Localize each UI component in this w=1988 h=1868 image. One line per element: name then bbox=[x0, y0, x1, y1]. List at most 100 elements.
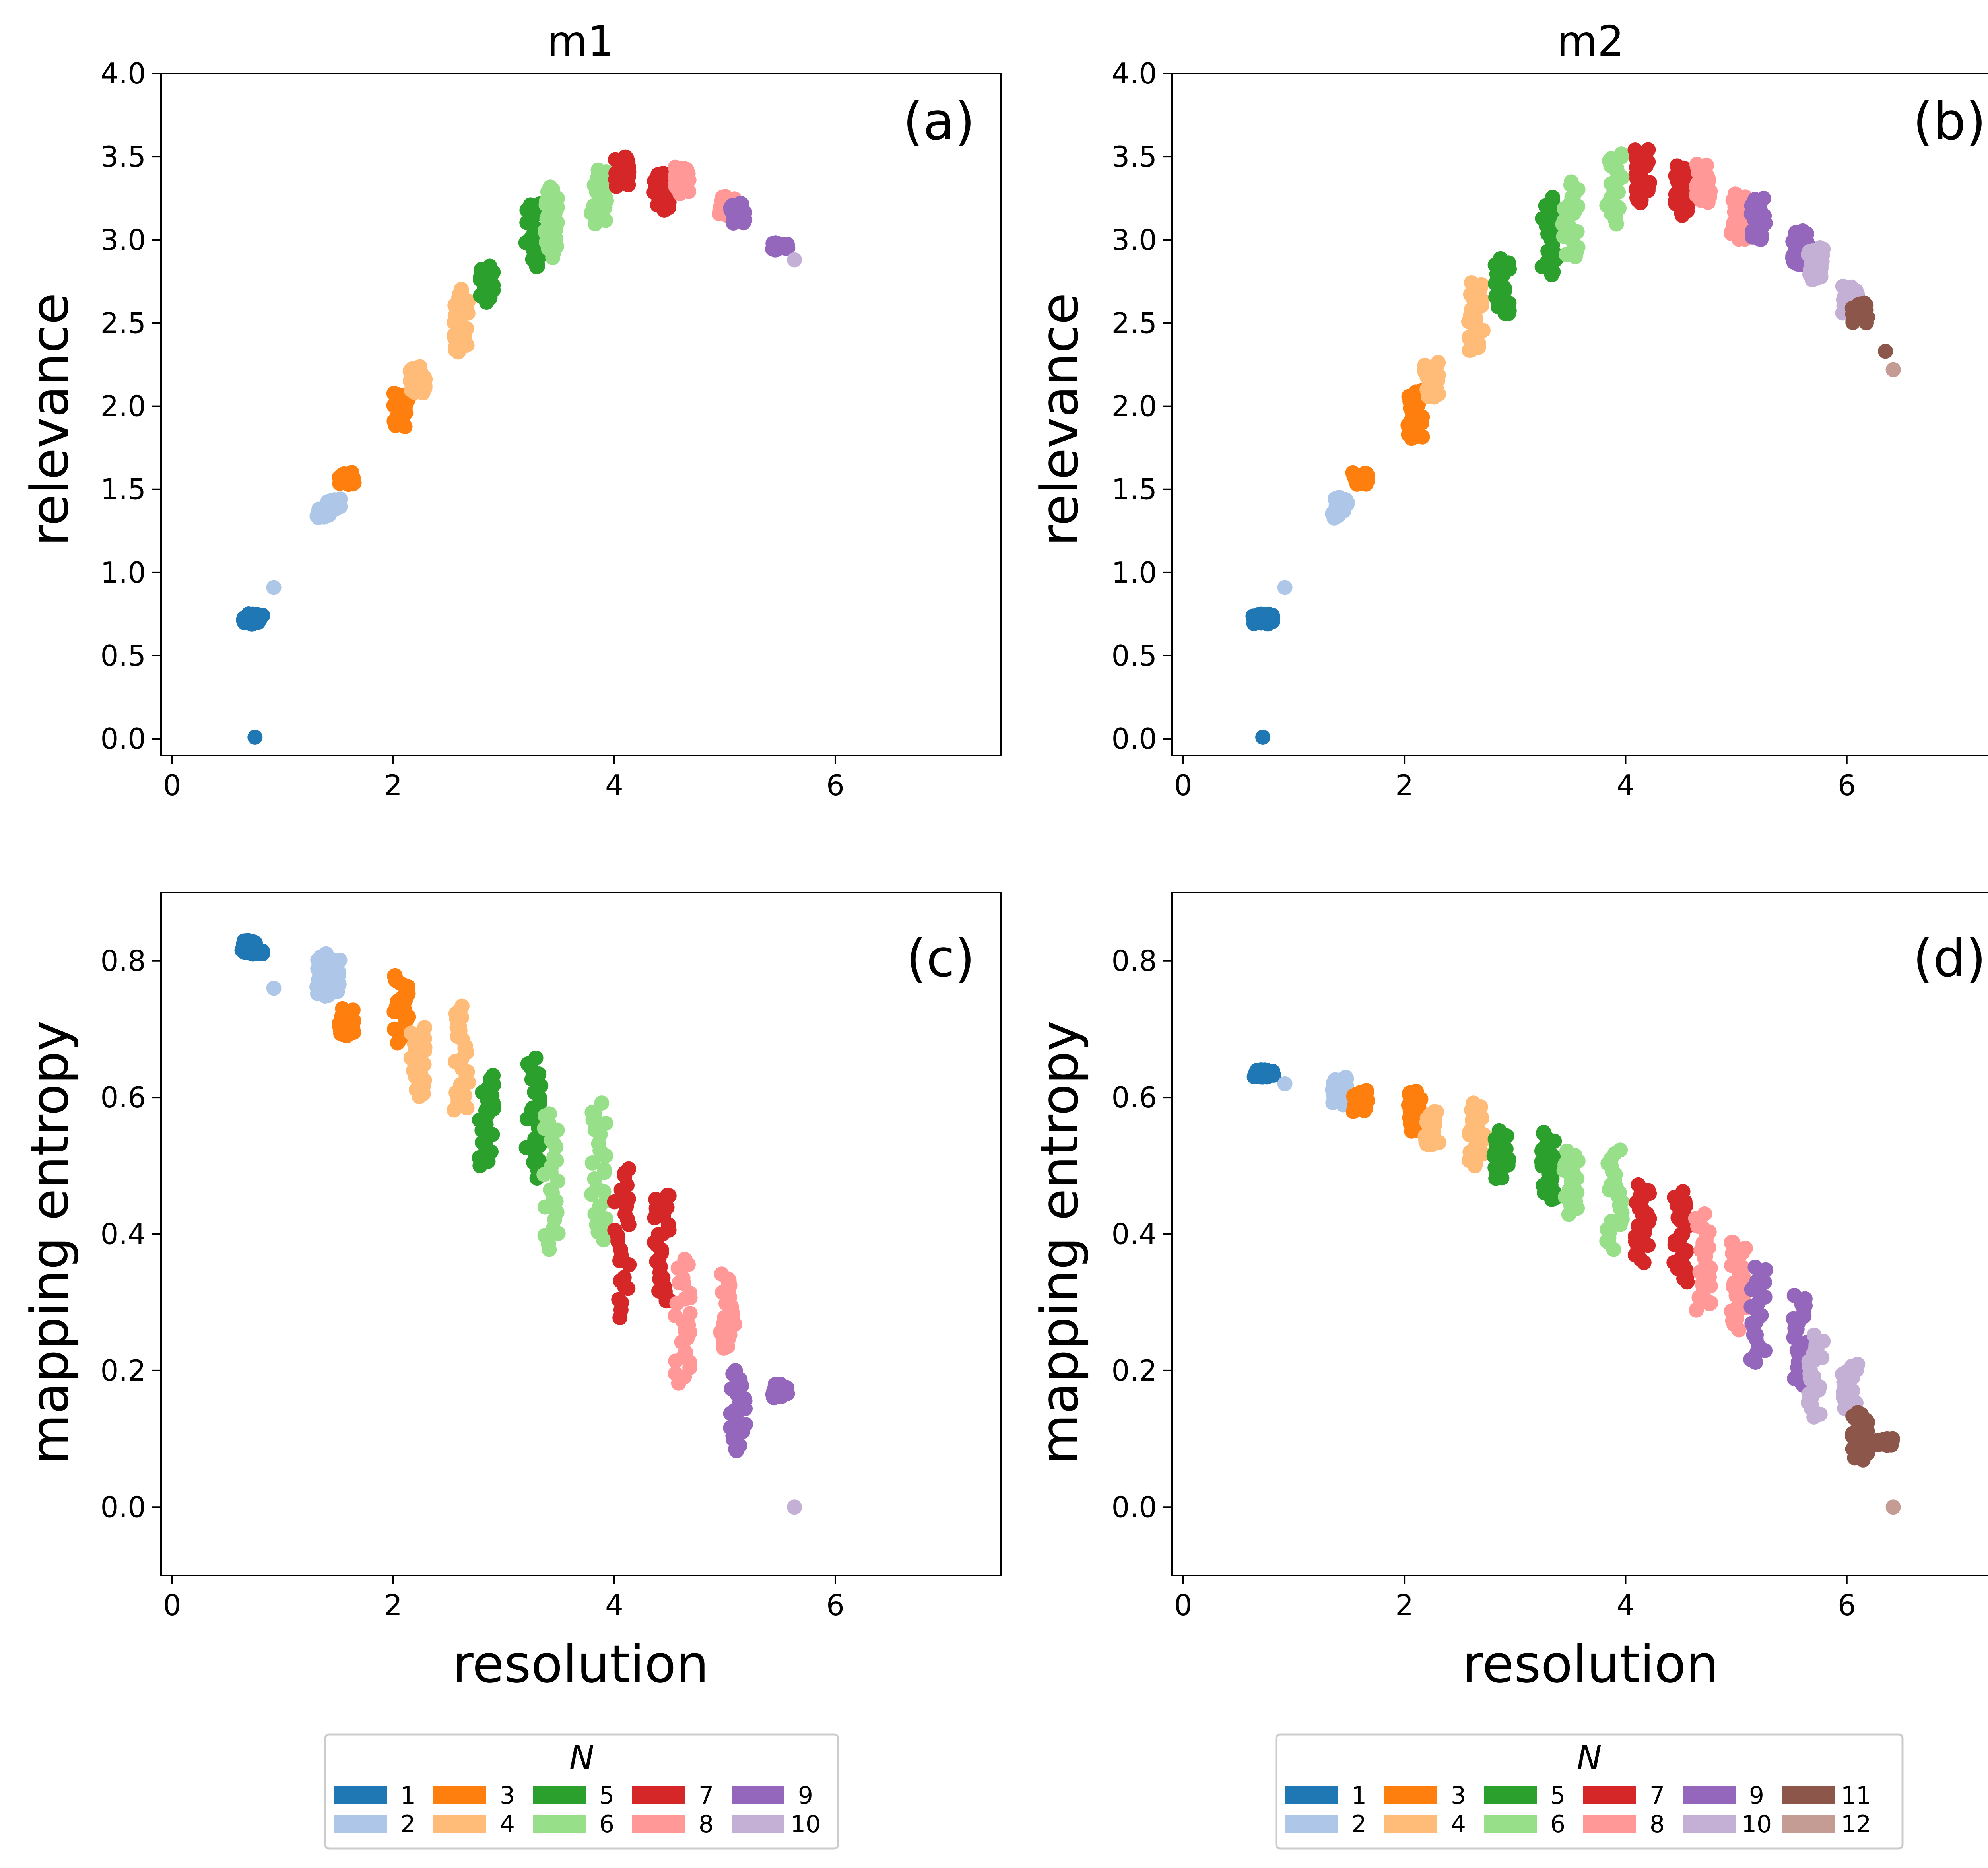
y-tick-label: 0.8 bbox=[100, 944, 146, 978]
data-point-n2 bbox=[1338, 1070, 1353, 1085]
y-tick-label: 3.5 bbox=[1111, 140, 1157, 173]
legend-label-n4: 4 bbox=[500, 1810, 515, 1838]
legend-swatch-n7 bbox=[1583, 1786, 1636, 1804]
panel-a-axes-frame bbox=[160, 73, 1002, 756]
panel-b-ylabel: relevance bbox=[1029, 293, 1090, 546]
data-point-n2 bbox=[1277, 1076, 1293, 1091]
panel-c-ylabel: mapping entropy bbox=[19, 1021, 80, 1465]
data-point-n11 bbox=[1850, 1405, 1866, 1420]
legend-label-n5: 5 bbox=[1550, 1782, 1565, 1810]
legend-swatch-n5 bbox=[1484, 1786, 1537, 1804]
data-point-n6 bbox=[542, 1106, 557, 1122]
panel-a-ylabel: relevance bbox=[19, 293, 80, 546]
legend-label-n2: 2 bbox=[1351, 1810, 1367, 1838]
x-tick-label: 6 bbox=[1838, 769, 1856, 802]
panel-a-plot-area: 0 2 4 6 0.0 0.5 1.0 1.5 2.0 2.5 3.0 3.5 4.0 bbox=[100, 57, 1002, 802]
x-tick-label: 4 bbox=[605, 1588, 623, 1622]
data-point-n4 bbox=[417, 1031, 432, 1047]
data-point-n8 bbox=[677, 1252, 693, 1267]
data-point-n1 bbox=[241, 606, 256, 621]
y-tick-label: 1.5 bbox=[100, 473, 146, 506]
data-point-n2 bbox=[266, 580, 282, 595]
panel-d-plot-area: 0 2 4 6 0.0 0.2 0.4 0.6 0.8 bbox=[1111, 892, 1988, 1622]
x-tick-label: 2 bbox=[1395, 1588, 1413, 1622]
legend-label-n6: 6 bbox=[1550, 1810, 1565, 1838]
data-point-n6 bbox=[584, 1155, 600, 1171]
legend-swatch-n10 bbox=[732, 1815, 784, 1833]
panel-b-tag: (b) bbox=[1913, 91, 1986, 151]
data-point-n4 bbox=[1464, 275, 1479, 290]
data-point-n1 bbox=[1255, 1069, 1271, 1085]
legend-label-n5: 5 bbox=[599, 1782, 614, 1810]
legend-label-n3: 3 bbox=[500, 1782, 515, 1810]
data-point-n5 bbox=[1536, 1124, 1551, 1140]
x-tick-label: 2 bbox=[1395, 769, 1413, 802]
legend-swatch-n1 bbox=[334, 1786, 387, 1804]
data-point-n3 bbox=[344, 465, 359, 480]
panel-d-tag: (d) bbox=[1913, 928, 1986, 988]
x-tick-label: 0 bbox=[1174, 769, 1192, 802]
y-tick-label: 0.2 bbox=[1111, 1354, 1157, 1387]
data-point-n9 bbox=[1795, 223, 1810, 239]
legend-m2-title: N bbox=[1577, 1738, 1602, 1777]
data-point-n6 bbox=[1563, 174, 1579, 190]
data-point-n10 bbox=[1850, 1357, 1866, 1372]
data-point-n2 bbox=[1277, 580, 1293, 595]
legend-label-n11: 11 bbox=[1841, 1782, 1871, 1810]
data-point-n7 bbox=[607, 1194, 622, 1210]
y-tick-label: 2.0 bbox=[1111, 390, 1157, 423]
data-point-n5 bbox=[1493, 251, 1508, 266]
data-point-n9 bbox=[1786, 1288, 1802, 1303]
legend-swatch-n1 bbox=[1285, 1786, 1338, 1804]
data-point-n7 bbox=[1675, 1184, 1691, 1200]
data-point-n10 bbox=[787, 1499, 802, 1515]
data-point-n7 bbox=[618, 149, 633, 165]
legend-label-n3: 3 bbox=[1451, 1782, 1466, 1810]
data-point-n7 bbox=[1670, 158, 1685, 174]
y-tick-label: 0.6 bbox=[100, 1081, 146, 1114]
legend-m1: N 12 34 56 78 910 bbox=[324, 1733, 839, 1850]
legend-label-n7: 7 bbox=[699, 1782, 714, 1810]
legend-swatch-n4 bbox=[433, 1815, 486, 1833]
y-tick-label: 1.5 bbox=[1111, 473, 1157, 506]
panel-d-ylabel: mapping entropy bbox=[1029, 1021, 1090, 1465]
x-tick-label: 2 bbox=[384, 769, 402, 802]
legend-swatch-n9 bbox=[1683, 1786, 1736, 1804]
legend-label-n1: 1 bbox=[1351, 1782, 1367, 1810]
data-point-n1 bbox=[1255, 730, 1271, 745]
panel-b: m2 0 2 4 6 0.0 0.5 1.0 1.5 2.0 2.5 3.0 3.5 4.0 (b) r… bbox=[1029, 17, 1988, 802]
legend-label-n7: 7 bbox=[1650, 1782, 1665, 1810]
legend-swatch-n6 bbox=[1484, 1815, 1537, 1833]
data-point-n8 bbox=[1689, 157, 1705, 172]
data-point-n8 bbox=[668, 1366, 683, 1381]
legend-label-n12: 12 bbox=[1841, 1810, 1871, 1838]
data-point-n8 bbox=[668, 1308, 683, 1324]
legend-swatch-n2 bbox=[334, 1815, 387, 1833]
data-point-n10 bbox=[1812, 240, 1828, 255]
data-point-n6 bbox=[598, 1116, 613, 1131]
data-point-n8 bbox=[1689, 1302, 1704, 1318]
legend-label-n4: 4 bbox=[1451, 1810, 1466, 1838]
data-point-n4 bbox=[454, 998, 470, 1014]
data-point-n6 bbox=[596, 1162, 612, 1178]
x-tick-label: 0 bbox=[163, 1588, 181, 1622]
data-point-n6 bbox=[590, 162, 606, 178]
data-point-n6 bbox=[584, 1105, 600, 1120]
data-point-n10 bbox=[1835, 278, 1850, 294]
legend-m1-entries: 12 34 56 78 910 bbox=[334, 1782, 821, 1838]
legend-label-n10: 10 bbox=[790, 1810, 821, 1838]
x-tick-label: 0 bbox=[1174, 1588, 1192, 1622]
data-point-n7 bbox=[621, 1161, 637, 1177]
panel-c: 0 2 4 60.00.20.40.60.8 (c) mapping entropy … bbox=[19, 892, 1002, 1694]
data-point-n7 bbox=[1640, 142, 1656, 157]
data-point-n3 bbox=[386, 386, 402, 401]
legend-swatch-n11 bbox=[1782, 1786, 1835, 1804]
y-tick-label: 0.0 bbox=[1111, 1490, 1157, 1524]
data-point-n5 bbox=[485, 1068, 501, 1083]
data-point-n4 bbox=[454, 282, 469, 297]
legend-swatch-n9 bbox=[732, 1786, 784, 1804]
y-tick-label: 4.0 bbox=[1111, 57, 1157, 90]
data-point-n8 bbox=[1738, 1241, 1753, 1256]
data-point-n11 bbox=[1878, 344, 1893, 359]
